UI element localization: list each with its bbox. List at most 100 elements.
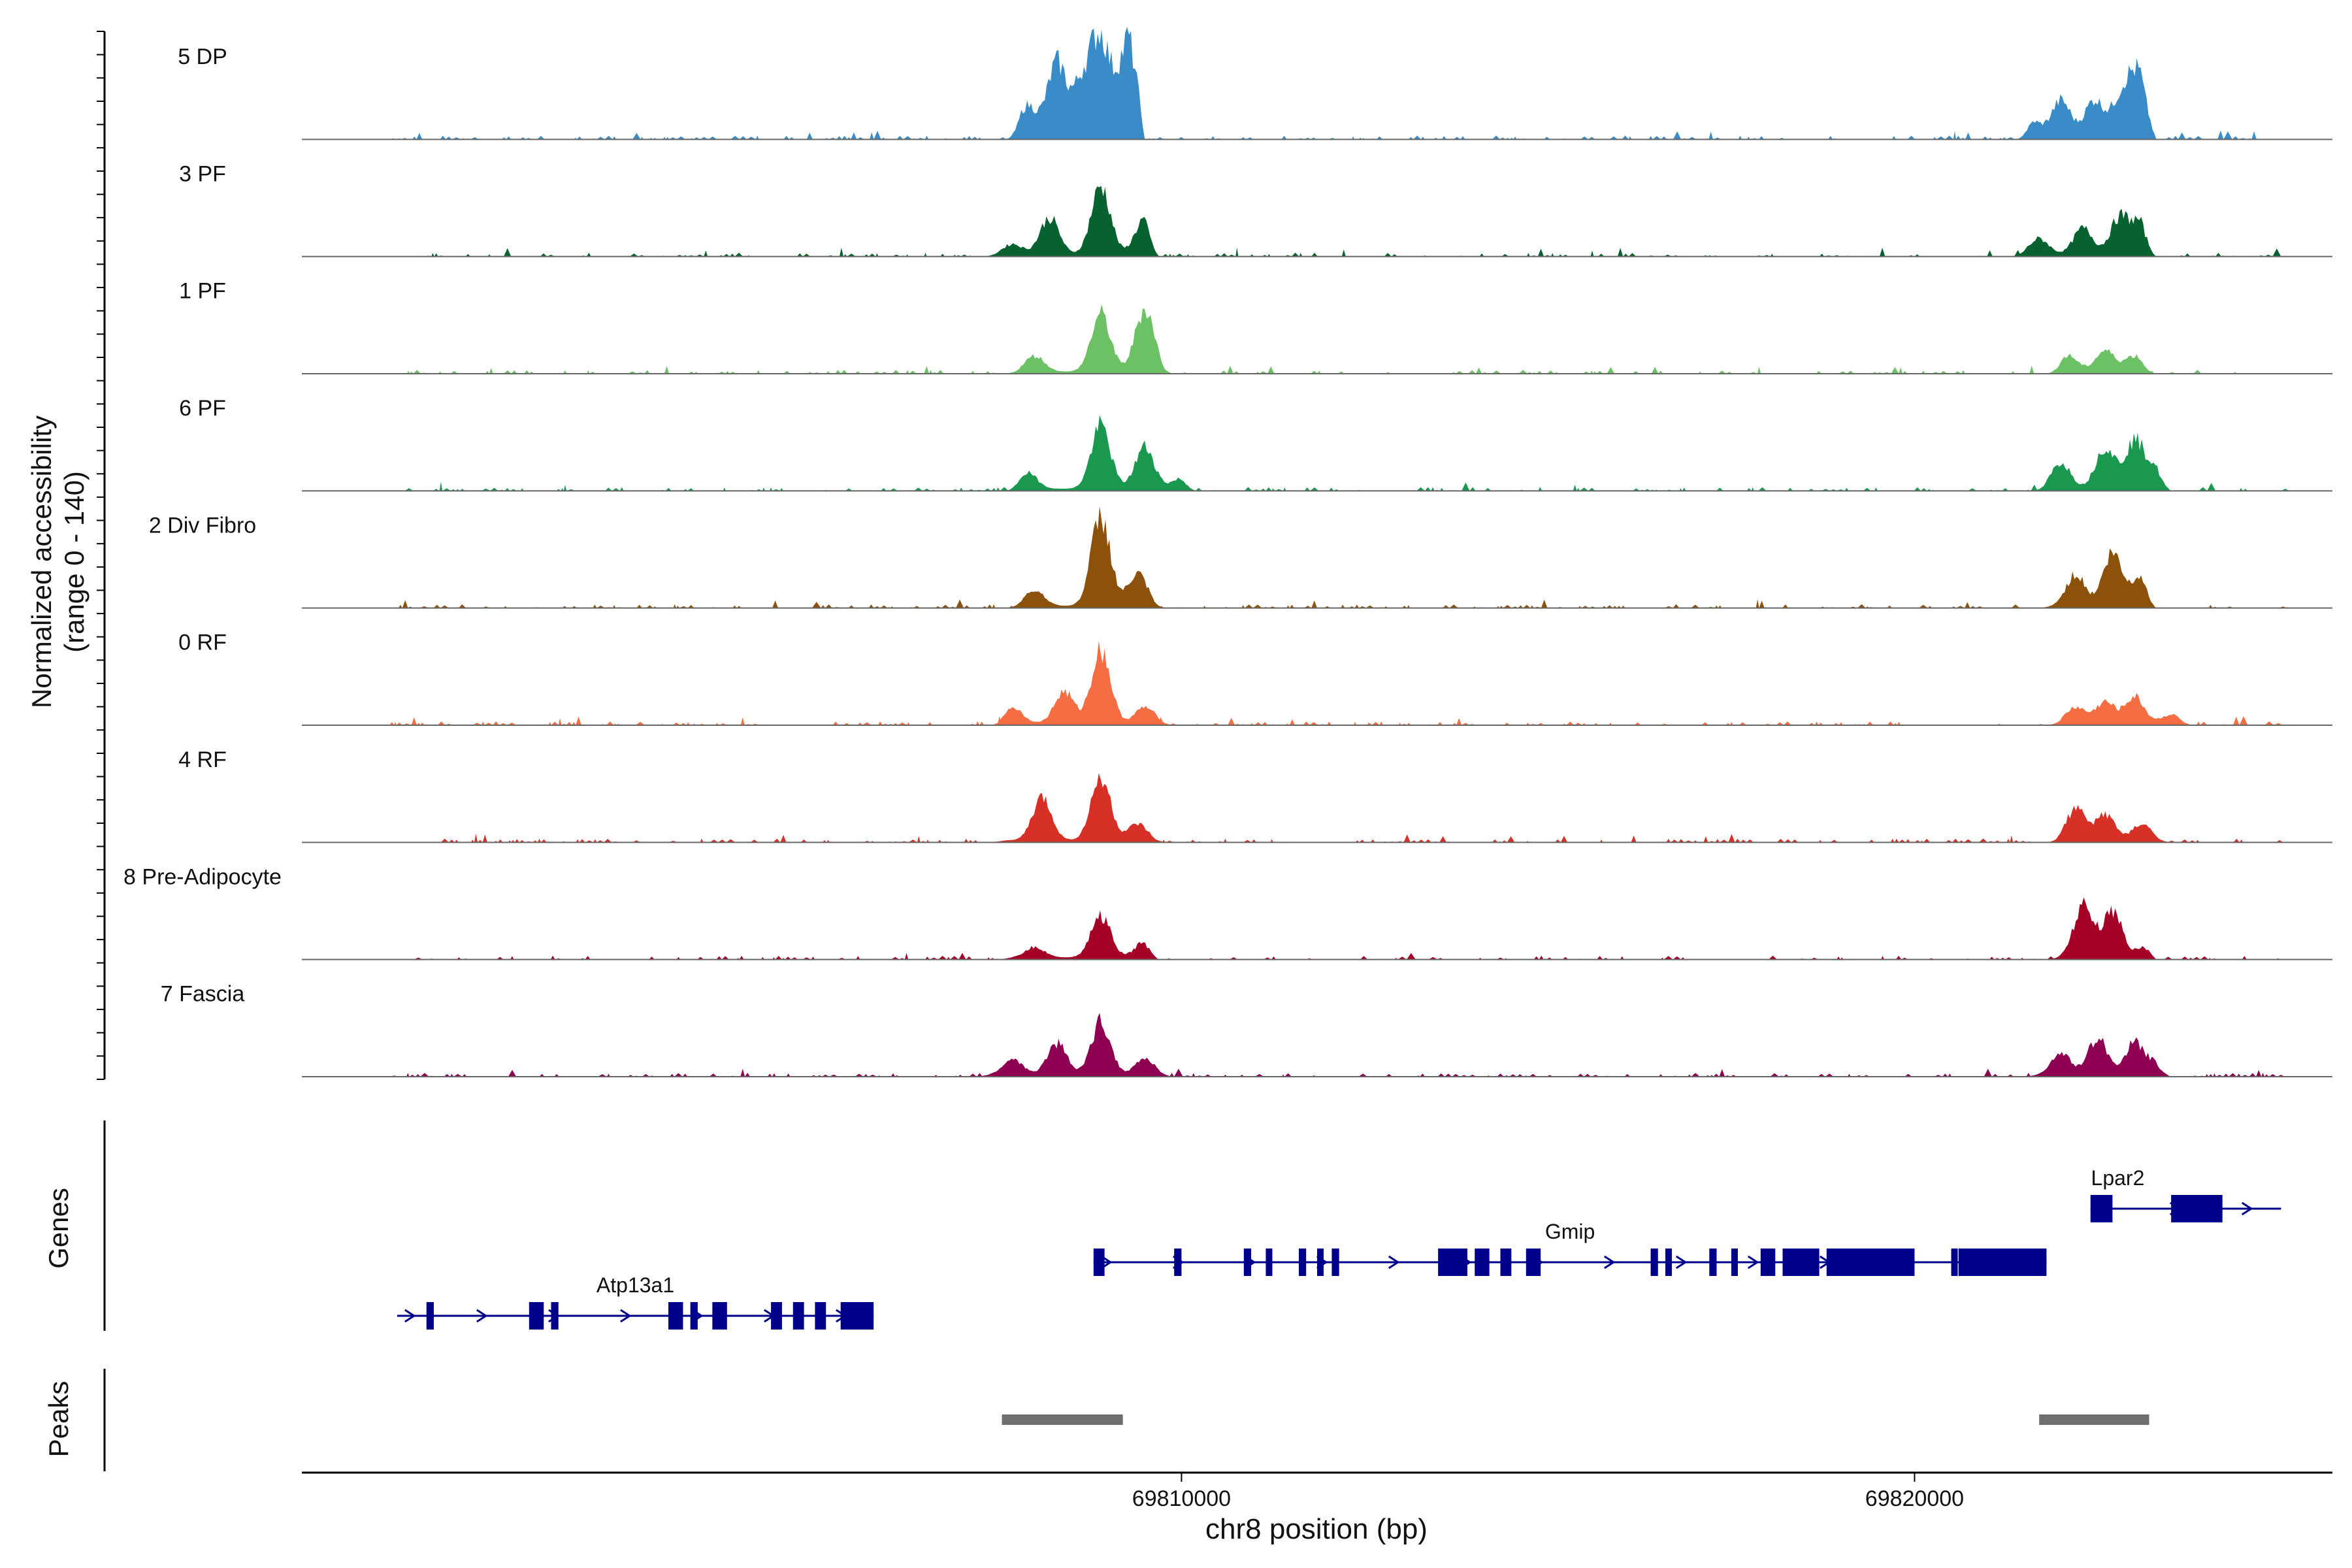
coverage-track: 2 Div Fibro xyxy=(149,506,2332,609)
coverage-track: 1 PF xyxy=(179,279,2332,374)
peaks-panel xyxy=(103,1369,2149,1471)
exon xyxy=(551,1302,559,1330)
y-axis-title-line1: Normalized accessibility xyxy=(26,416,57,708)
strand-arrow xyxy=(620,1309,632,1323)
exon xyxy=(668,1302,683,1330)
track-label: 5 DP xyxy=(178,44,227,69)
exon xyxy=(771,1302,782,1330)
coverage-signal xyxy=(983,186,1160,257)
x-axis-title: chr8 position (bp) xyxy=(1205,1513,1428,1545)
exon xyxy=(1266,1249,1273,1276)
coverage-signal xyxy=(1005,27,1145,140)
exon xyxy=(1951,1249,1958,1276)
coverage-signal xyxy=(2032,433,2172,491)
exon xyxy=(792,1302,804,1330)
coverage-panel: 5 DP 3 PF 1 PF 6 PF 2 Div Fibro 0 RF 4 RF 8 Pre… xyxy=(97,27,2332,1080)
track-label: 7 Fascia xyxy=(161,982,245,1007)
exon xyxy=(712,1302,727,1330)
coverage-signal xyxy=(998,910,1160,960)
exon xyxy=(815,1302,826,1330)
exon xyxy=(690,1302,698,1330)
coverage-signal xyxy=(2010,208,2157,257)
track-label: 1 PF xyxy=(179,279,226,304)
coverage-signal xyxy=(2039,548,2157,608)
gene-gmip: Gmip xyxy=(1093,1220,2047,1276)
exon xyxy=(1958,1249,2047,1276)
coverage-signal xyxy=(2046,805,2172,843)
coverage-signal xyxy=(2017,58,2157,140)
exon xyxy=(1782,1249,1820,1276)
strand-arrow xyxy=(1603,1255,1616,1269)
peak-region xyxy=(2039,1414,2149,1425)
exon xyxy=(2090,1195,2113,1222)
coverage-signal xyxy=(990,641,1175,725)
exon xyxy=(1731,1249,1738,1276)
coverage-signal xyxy=(1005,506,1167,608)
exon xyxy=(1665,1249,1672,1276)
coverage-track: 7 Fascia xyxy=(161,982,2332,1077)
x-axis: 69810000 69820000 xyxy=(302,1471,2332,1511)
gene-label: Atp13a1 xyxy=(596,1273,674,1297)
strand-arrow xyxy=(1747,1255,1759,1269)
exon xyxy=(1298,1249,1307,1276)
strand-arrow xyxy=(1675,1255,1688,1269)
coverage-track: 0 RF xyxy=(178,630,2332,726)
coverage-track: 3 PF xyxy=(179,161,2332,257)
exon xyxy=(1526,1249,1541,1276)
track-label: 4 RF xyxy=(178,747,227,772)
coverage-noise xyxy=(389,716,2283,725)
y-axis-title-line2: (range 0 - 140) xyxy=(59,471,90,653)
exon xyxy=(1331,1249,1339,1276)
gene-atp13a1: Atp13a1 xyxy=(397,1273,874,1330)
coverage-noise xyxy=(398,599,2287,608)
genes-axis-title: Genes xyxy=(43,1188,74,1269)
coverage-signal xyxy=(1005,415,1196,491)
exon xyxy=(426,1302,434,1330)
coverage-signal xyxy=(2046,897,2157,960)
track-label: 8 Pre-Adipocyte xyxy=(123,864,282,889)
coverage-track: 8 Pre-Adipocyte xyxy=(123,864,2332,960)
genes-panel: Atp13a1 Gmip Lpar2 xyxy=(103,1120,2281,1331)
peaks-axis-title: Peaks xyxy=(43,1381,74,1458)
peak-region xyxy=(1002,1414,1123,1425)
coverage-noise xyxy=(404,482,2290,491)
exon xyxy=(1500,1249,1512,1276)
x-tick-label: 69820000 xyxy=(1865,1486,1964,1511)
coverage-signal xyxy=(2046,349,2157,374)
exon xyxy=(1475,1249,1490,1276)
coverage-noise xyxy=(389,130,2257,140)
coverage-noise xyxy=(414,951,2281,960)
exon xyxy=(1174,1249,1182,1276)
x-tick-label: 69810000 xyxy=(1132,1486,1231,1511)
coverage-track: 5 DP xyxy=(178,27,2332,140)
coverage-signal xyxy=(2024,1037,2172,1077)
exon xyxy=(1826,1249,1915,1276)
coverage-track: 4 RF xyxy=(178,747,2332,843)
exon xyxy=(1093,1249,1105,1276)
strand-arrow xyxy=(2241,1201,2253,1216)
coverage-noise xyxy=(440,834,2283,843)
coverage-signal xyxy=(990,773,1167,843)
coverage-signal xyxy=(1005,304,1175,374)
track-label: 2 Div Fibro xyxy=(149,513,256,538)
coverage-signal xyxy=(2046,693,2193,725)
coverage-noise xyxy=(425,247,2281,257)
strand-arrow xyxy=(476,1309,488,1323)
gene-lpar2: Lpar2 xyxy=(2090,1166,2281,1222)
gene-label: Lpar2 xyxy=(2091,1166,2145,1190)
coverage-signal xyxy=(976,1013,1175,1077)
track-label: 0 RF xyxy=(178,630,227,655)
exon xyxy=(1317,1249,1324,1276)
exon xyxy=(840,1302,874,1330)
exon xyxy=(1760,1249,1776,1276)
exon xyxy=(1438,1249,1468,1276)
exon xyxy=(1243,1249,1252,1276)
exon xyxy=(1650,1249,1658,1276)
exon xyxy=(2171,1195,2223,1222)
strand-arrow xyxy=(404,1309,416,1323)
track-label: 3 PF xyxy=(179,161,226,186)
exon xyxy=(529,1302,544,1330)
strand-arrow xyxy=(1388,1255,1400,1269)
coverage-noise xyxy=(389,1068,2285,1077)
